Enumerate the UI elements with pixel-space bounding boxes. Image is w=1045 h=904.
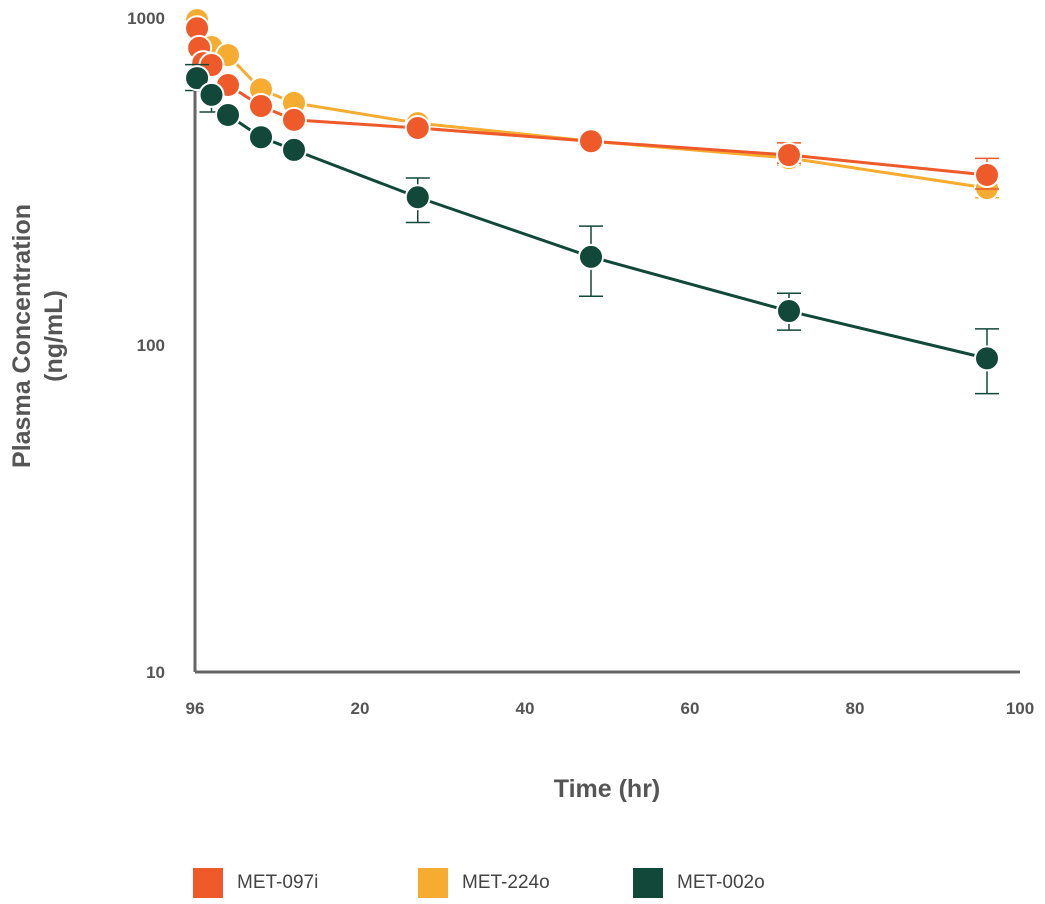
x-tick-label: 20 [351,699,370,718]
y-tick-label: 100 [137,336,165,355]
data-point [578,128,604,155]
legend-label: MET-097i [237,872,319,893]
x-tick-label: 100 [1006,699,1034,718]
data-point [974,345,1000,372]
legend-label: MET-224o [462,872,550,893]
legend-swatch [418,868,448,898]
data-point [404,114,431,141]
y-tick-label: 1000 [127,9,165,28]
legend-swatch [633,868,663,898]
data-point [198,81,225,108]
legend-item: MET-224o [418,868,550,898]
data-point [281,136,307,163]
data-point [248,124,274,151]
x-tick-label: 40 [516,699,535,718]
y-axis-title-units: (ng/mL) [40,290,68,382]
data-point [404,184,431,211]
x-tick-label: 80 [846,699,865,718]
legend-label: MET-002o [677,872,765,893]
data-point [215,102,241,129]
data-point [281,106,307,133]
legend-swatch [193,868,223,898]
data-point [776,142,802,169]
data-point [578,243,604,270]
x-tick-label: 60 [681,699,700,718]
legend-item: MET-097i [193,868,318,898]
data-point [184,65,211,92]
data-point [248,93,274,120]
data-point [974,162,1000,189]
y-axis-title: Plasma Concentration [8,204,36,468]
x-tick-label: 96 [186,699,205,718]
legend-item: MET-002o [633,868,765,898]
data-point [776,298,802,325]
x-axis-title: Time (hr) [554,775,661,803]
y-tick-label: 10 [146,663,165,682]
